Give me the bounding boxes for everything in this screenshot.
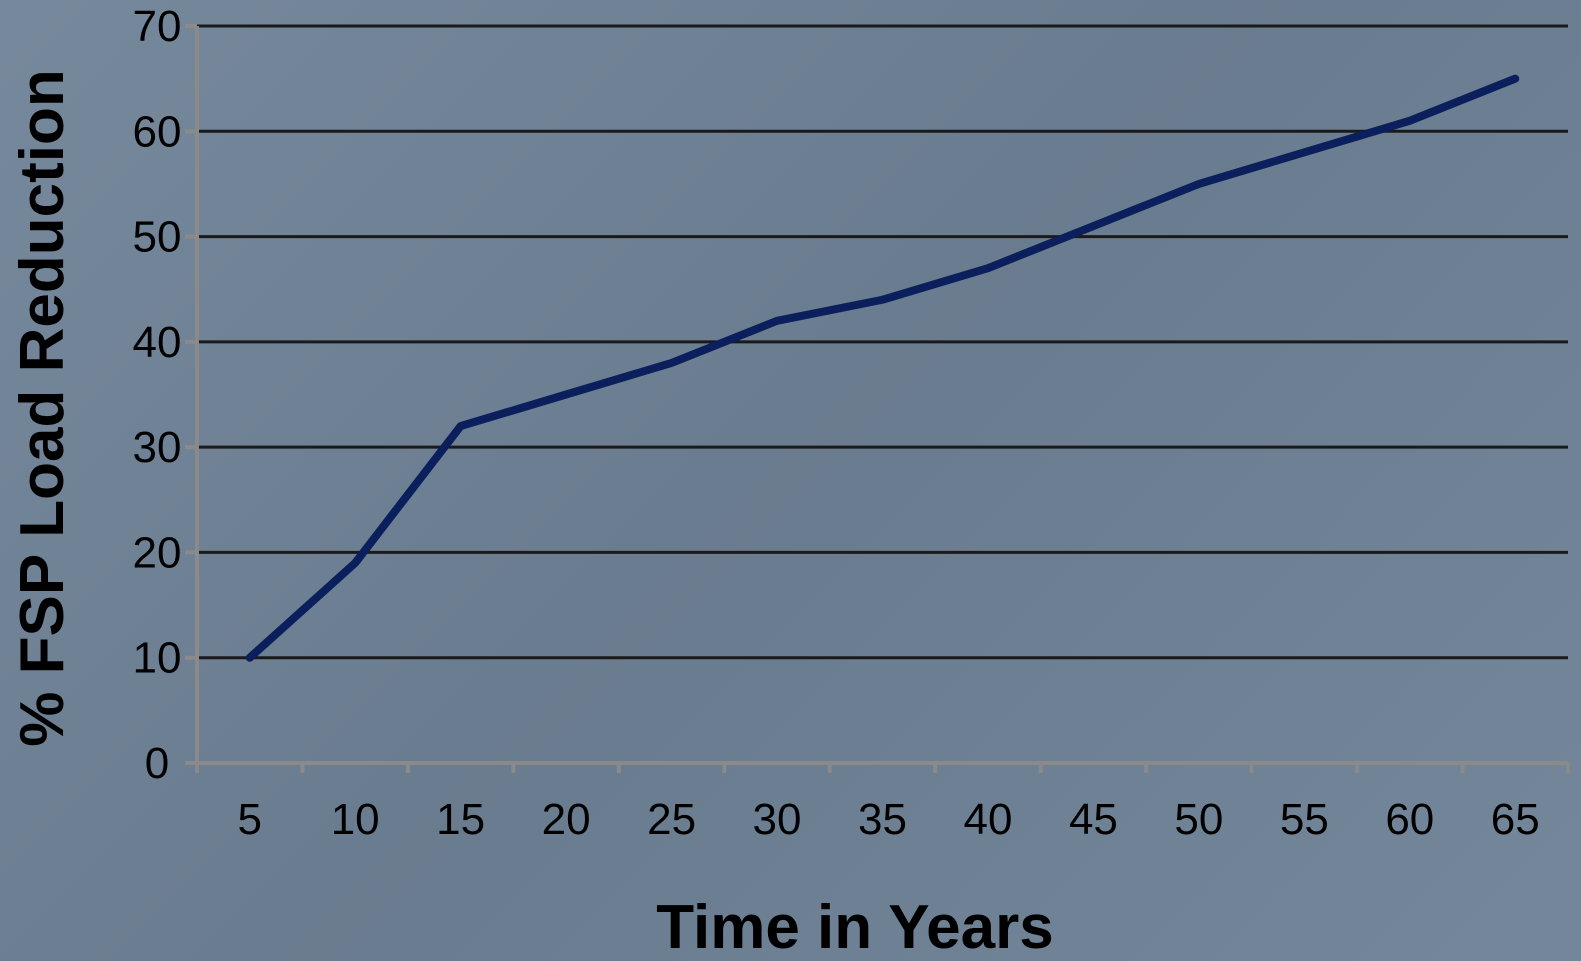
y-tick-label: 20 xyxy=(133,528,182,577)
y-tick-label: 50 xyxy=(133,213,182,262)
y-tick-label: 60 xyxy=(133,107,182,156)
x-tick-label: 20 xyxy=(542,795,591,844)
x-tick-label: 65 xyxy=(1491,795,1540,844)
y-tick-label: 0 xyxy=(145,739,169,788)
x-tick-label: 5 xyxy=(237,795,261,844)
y-tick-label: 30 xyxy=(133,423,182,472)
x-tick-label: 30 xyxy=(753,795,802,844)
x-tick-label: 25 xyxy=(647,795,696,844)
x-tick-label: 40 xyxy=(963,795,1012,844)
x-tick-label: 50 xyxy=(1174,795,1223,844)
series-line xyxy=(245,74,1520,662)
gridlines xyxy=(197,24,1568,660)
x-tick-label: 35 xyxy=(858,795,907,844)
x-tick-labels: 5 10 15 20 25 30 35 40 45 50 55 60 65 xyxy=(237,795,1539,844)
x-axis-title: Time in Years xyxy=(656,893,1054,961)
axes xyxy=(185,24,1570,773)
y-tick-label: 10 xyxy=(133,634,182,683)
x-tick-label: 55 xyxy=(1280,795,1329,844)
x-tick-label: 60 xyxy=(1385,795,1434,844)
x-tick-label: 15 xyxy=(436,795,485,844)
y-tick-labels: 0 10 20 30 40 50 60 70 xyxy=(133,2,182,788)
y-tick-label: 70 xyxy=(133,2,182,51)
x-tick-label: 45 xyxy=(1069,795,1118,844)
y-axis-title: % FSP Load Reduction xyxy=(8,69,77,746)
y-tick-label: 40 xyxy=(133,318,182,367)
series xyxy=(245,74,1520,662)
x-tick-label: 10 xyxy=(331,795,380,844)
